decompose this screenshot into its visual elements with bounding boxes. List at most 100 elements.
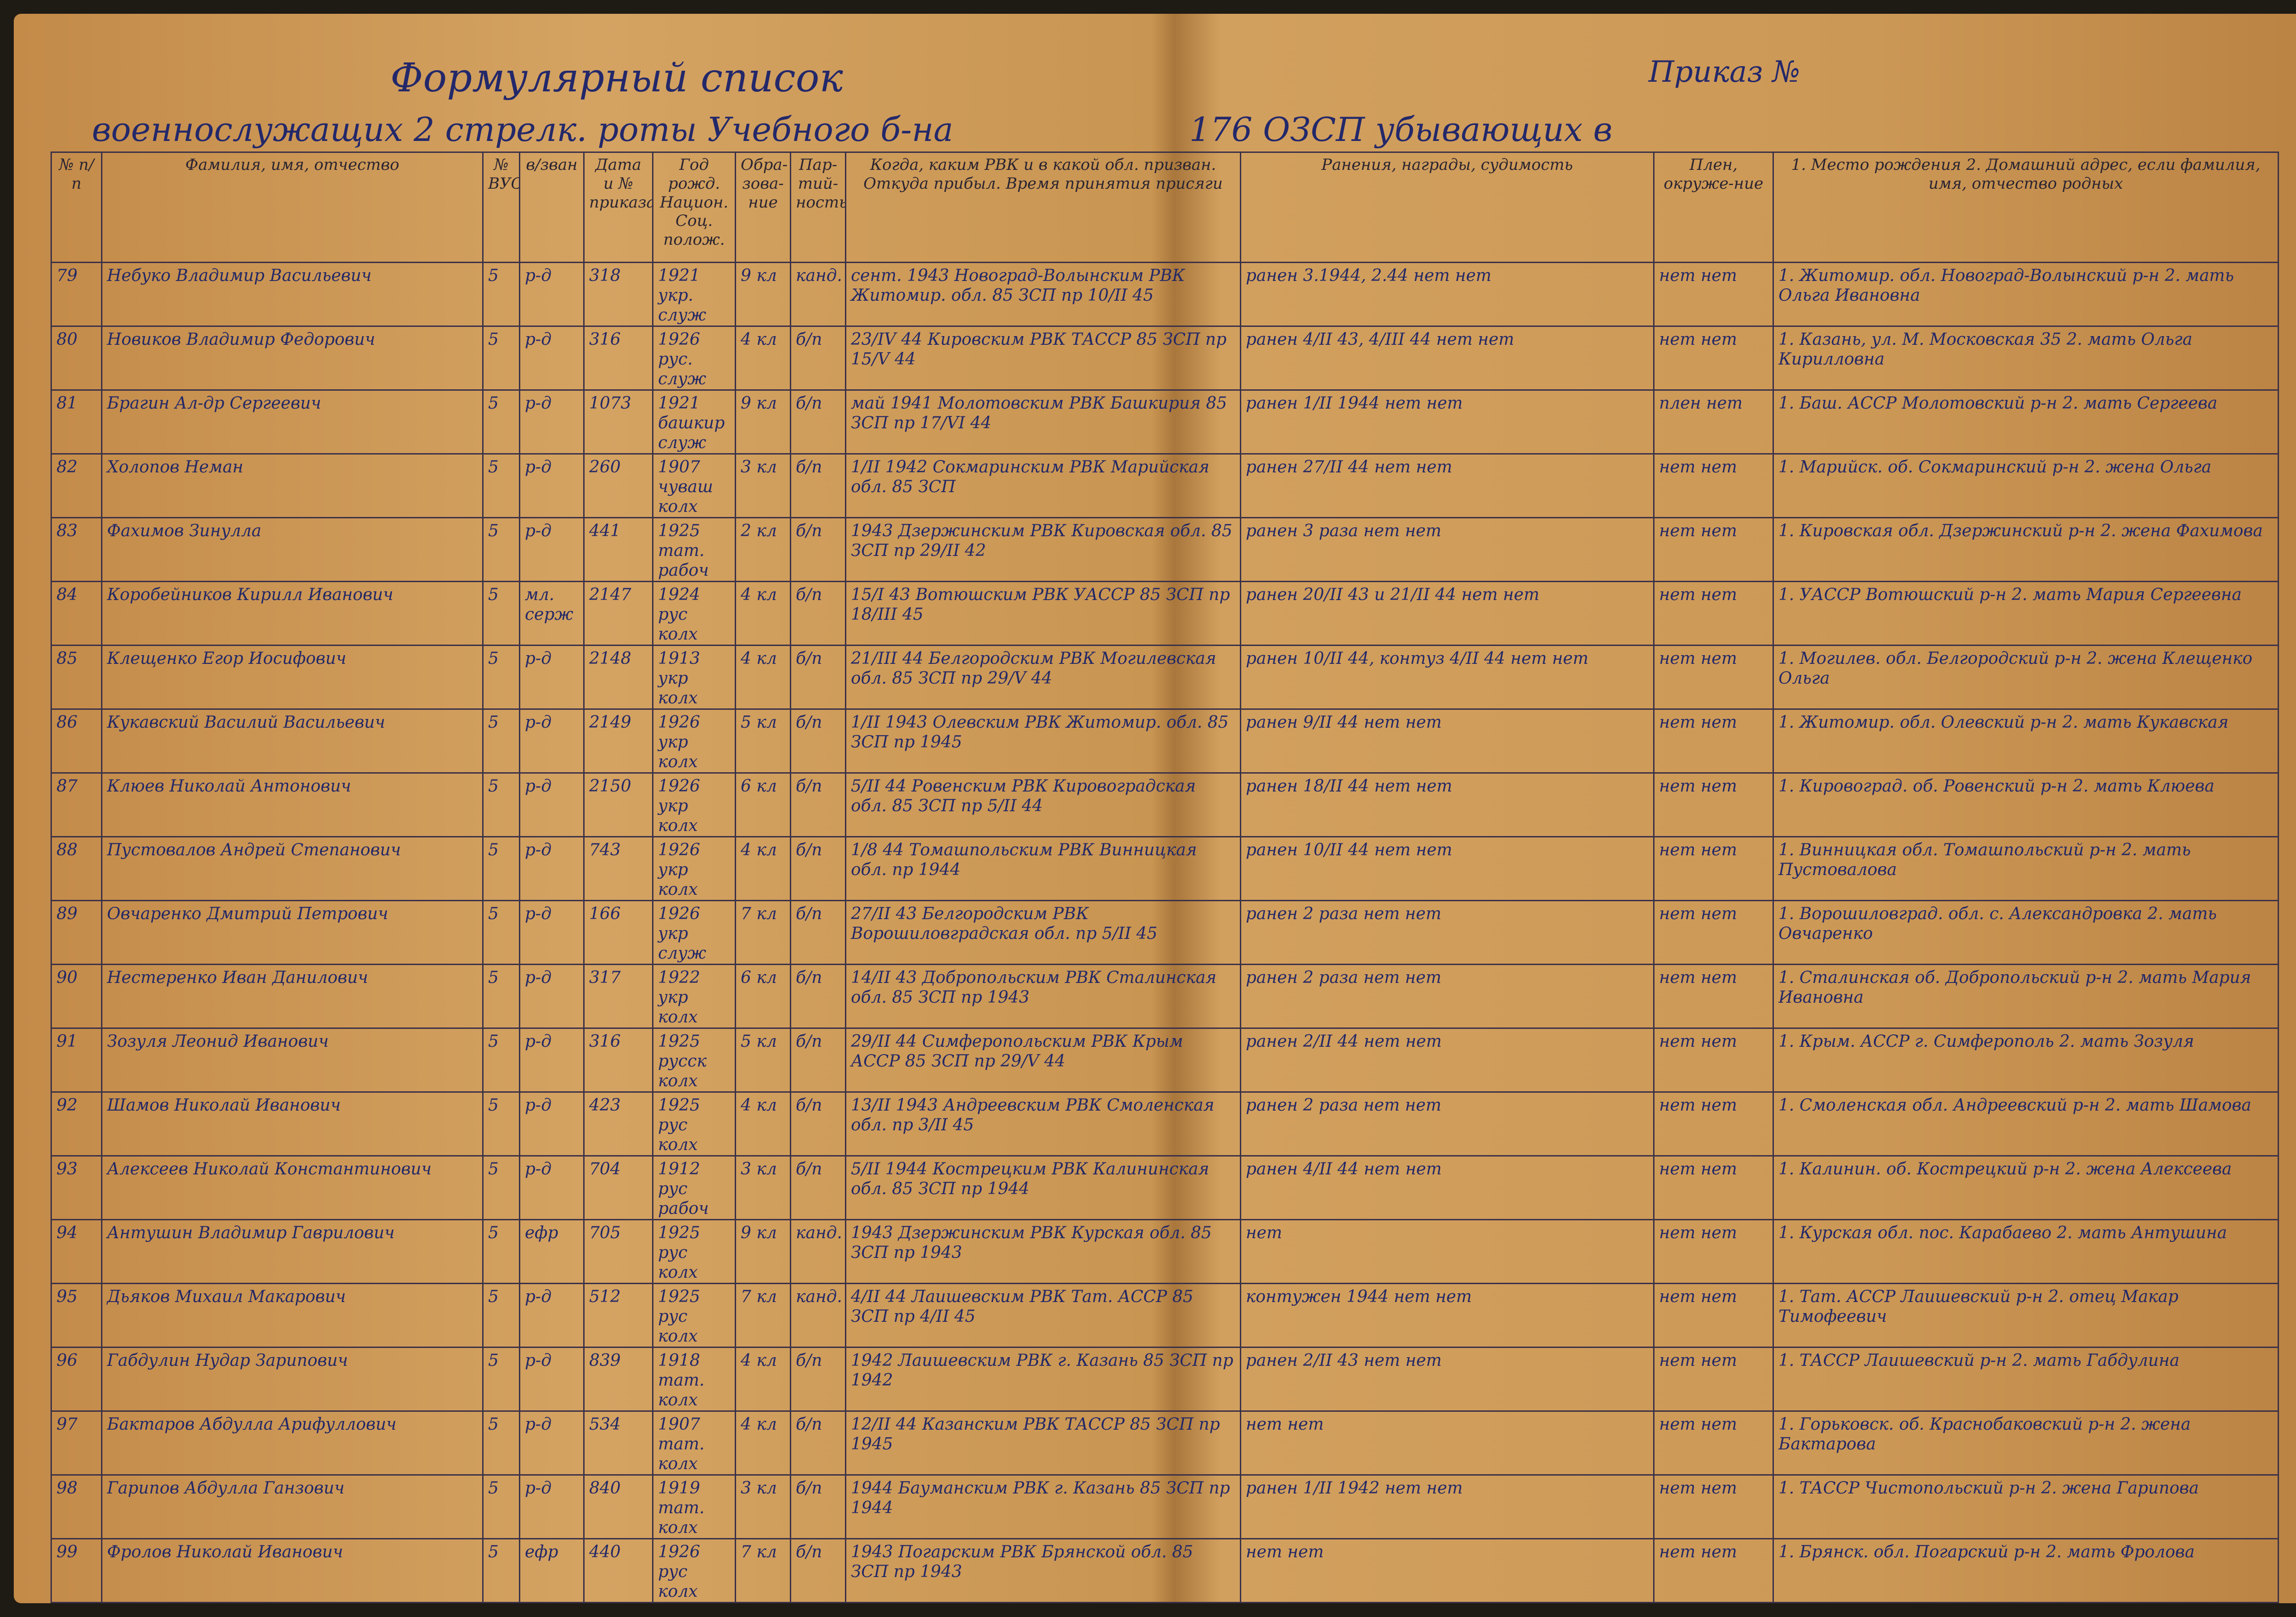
table-cell: ефр [520, 1220, 585, 1284]
column-header: Пар-тий-ность [791, 153, 846, 263]
table-cell: 5 [484, 1476, 520, 1539]
table-cell: 1943 Дзержинским РВК Кировская обл. 85 З… [846, 518, 1241, 582]
table-cell: б/п [791, 1412, 846, 1476]
table-cell: 5 [484, 710, 520, 774]
table-cell: 4 кл [736, 837, 791, 901]
table-cell: 1. Тат. АССР Лаишевский р-н 2. отец Мака… [1774, 1284, 2279, 1348]
table-cell: 2149 [585, 710, 653, 774]
table-cell: р-д [520, 263, 585, 327]
table-cell: б/п [791, 1157, 846, 1220]
table-cell: 1922 укр колх [653, 965, 736, 1029]
table-cell: р-д [520, 455, 585, 518]
table-cell: Новиков Владимир Федорович [102, 327, 484, 391]
table-cell: 1907 чуваш колх [653, 455, 736, 518]
table-cell: 1943 Погарским РВК Брянской обл. 85 ЗСП … [846, 1539, 1241, 1603]
table-cell: ранен 10/II 44 нет нет [1241, 837, 1654, 901]
table-cell: 5 кл [736, 1029, 791, 1093]
table-cell: ранен 1/II 1942 нет нет [1241, 1476, 1654, 1539]
table-cell: Брагин Ал-др Сергеевич [102, 391, 484, 455]
table-cell: Коробейников Кирилл Иванович [102, 582, 484, 646]
table-cell: нет [1241, 1220, 1654, 1284]
table-cell: 89 [52, 901, 102, 965]
table-cell: ранен 4/II 44 нет нет [1241, 1157, 1654, 1220]
table-cell: 5 [484, 518, 520, 582]
table-cell: 6 кл [736, 965, 791, 1029]
table-cell: 88 [52, 837, 102, 901]
table-cell: Фролов Николай Иванович [102, 1539, 484, 1603]
table-cell: нет нет [1654, 646, 1774, 710]
table-cell: 7 кл [736, 901, 791, 965]
table-cell: 5 [484, 327, 520, 391]
table-cell: 1926 укр служ [653, 901, 736, 965]
table-cell: Фахимов Зинулла [102, 518, 484, 582]
table-cell: р-д [520, 837, 585, 901]
table-cell: 4 кл [736, 1412, 791, 1476]
table-cell: 512 [585, 1284, 653, 1348]
table-cell: 5 [484, 263, 520, 327]
table-cell: нет нет [1654, 1220, 1774, 1284]
table-cell: 5 [484, 901, 520, 965]
table-cell: 1944 Бауманским РВК г. Казань 85 ЗСП пр … [846, 1476, 1241, 1539]
table-cell: 534 [585, 1412, 653, 1476]
table-cell: нет нет [1654, 1284, 1774, 1348]
table-cell: 80 [52, 327, 102, 391]
table-cell: 13/II 1943 Андреевским РВК Смоленская об… [846, 1093, 1241, 1157]
table-cell: 1. Баш. АССР Молотовский р-н 2. мать Сер… [1774, 391, 2279, 455]
table-cell: б/п [791, 1539, 846, 1603]
table-cell: б/п [791, 327, 846, 391]
table-cell: 1. Калинин. об. Кострецкий р-н 2. жена А… [1774, 1157, 2279, 1220]
table-cell: канд. [791, 263, 846, 327]
column-header: Фамилия, имя, отчество [102, 153, 484, 263]
table-cell: нет нет [1241, 1412, 1654, 1476]
table-cell: 705 [585, 1220, 653, 1284]
table-cell: нет нет [1654, 327, 1774, 391]
table-cell: Шамов Николай Иванович [102, 1093, 484, 1157]
title: Формулярный список [390, 55, 843, 101]
table-cell: 1. Кировская обл. Дзержинский р-н 2. жен… [1774, 518, 2279, 582]
table-cell: 23/IV 44 Кировским РВК ТАССР 85 ЗСП пр 1… [846, 327, 1241, 391]
table-cell: 5 [484, 455, 520, 518]
table-cell: р-д [520, 1476, 585, 1539]
table-cell: 1943 Дзержинским РВК Курская обл. 85 ЗСП… [846, 1220, 1241, 1284]
table-cell: р-д [520, 391, 585, 455]
table-cell: 5/II 44 Ровенским РВК Кировоградская обл… [846, 774, 1241, 837]
table-cell: б/п [791, 837, 846, 901]
table-cell: р-д [520, 1348, 585, 1412]
column-header: Ранения, награды, судимость [1241, 153, 1654, 263]
table-cell: б/п [791, 518, 846, 582]
table-cell: 4 кл [736, 646, 791, 710]
subtitle-left: военнослужащих 2 стрелк. роты Учебного б… [92, 110, 953, 149]
table-cell: нет нет [1654, 263, 1774, 327]
table-cell: 1921 башкир служ [653, 391, 736, 455]
table-cell: 1913 укр колх [653, 646, 736, 710]
table-cell: нет нет [1654, 582, 1774, 646]
table-cell: б/п [791, 1348, 846, 1412]
table-cell: Дьяков Михаил Макарович [102, 1284, 484, 1348]
table-cell: 4 кл [736, 1348, 791, 1412]
table-cell: ранен 2/II 44 нет нет [1241, 1029, 1654, 1093]
column-header: 1. Место рождения 2. Домашний адрес, есл… [1774, 153, 2279, 263]
table-cell: 4 кл [736, 582, 791, 646]
table-cell: 440 [585, 1539, 653, 1603]
table-cell: 5 [484, 646, 520, 710]
table-cell: нет нет [1654, 518, 1774, 582]
table-cell: нет нет [1654, 1157, 1774, 1220]
table-cell: нет нет [1241, 1539, 1654, 1603]
table-cell: 91 [52, 1029, 102, 1093]
table-cell: 7 кл [736, 1539, 791, 1603]
table-cell: 423 [585, 1093, 653, 1157]
subtitle-right: 176 ОЗСП убывающих в [1189, 110, 1613, 149]
table-cell: 1. Кировоград. об. Ровенский р-н 2. мать… [1774, 774, 2279, 837]
table-cell: 1. УАССР Вотюшский р-н 2. мать Мария Сер… [1774, 582, 2279, 646]
table-cell: 9 кл [736, 263, 791, 327]
table-cell: 1926 рус. служ [653, 327, 736, 391]
table-cell: 1/8 44 Томашпольским РВК Винницкая обл. … [846, 837, 1241, 901]
table-cell: 166 [585, 901, 653, 965]
table-cell: 1. Горьковск. об. Краснобаковский р-н 2.… [1774, 1412, 2279, 1476]
table-cell: Нестеренко Иван Данилович [102, 965, 484, 1029]
table-cell: ранен 9/II 44 нет нет [1241, 710, 1654, 774]
table-cell: 9 кл [736, 1220, 791, 1284]
table-cell: 1. Брянск. обл. Погарский р-н 2. мать Фр… [1774, 1539, 2279, 1603]
table-cell: нет нет [1654, 1029, 1774, 1093]
table-cell: 93 [52, 1157, 102, 1220]
